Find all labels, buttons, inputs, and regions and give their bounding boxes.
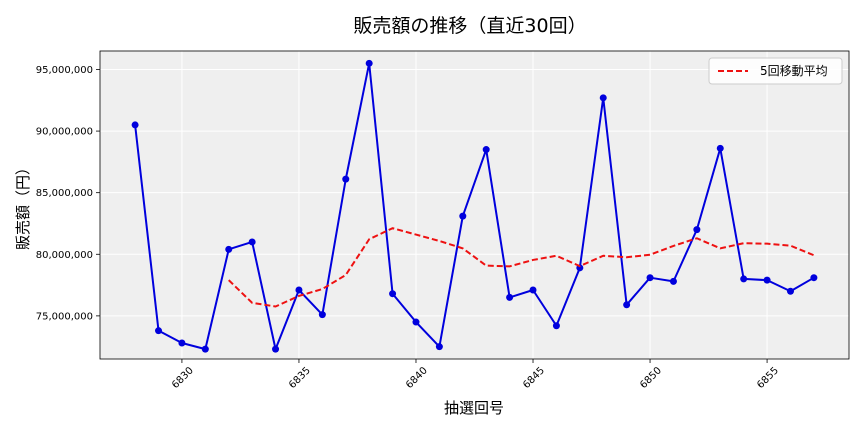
sales-point: [810, 274, 818, 282]
x-tick-label: 6855: [755, 365, 781, 391]
sales-point: [459, 212, 467, 220]
sales-point: [693, 226, 701, 234]
legend-label-moving-average: 5回移動平均: [760, 64, 828, 78]
chart-title: 販売額の推移（直近30回）: [353, 15, 586, 37]
x-tick-label: 6835: [287, 365, 313, 391]
y-tick-label: 85,000,000: [36, 188, 93, 199]
y-tick-label: 90,000,000: [36, 127, 93, 138]
y-tick-label: 95,000,000: [36, 65, 93, 76]
legend-box: [708, 57, 843, 85]
sales-point: [552, 322, 560, 330]
sales-point: [623, 301, 631, 309]
sales-point: [599, 94, 607, 102]
series-layer: [131, 59, 818, 353]
sales-point: [201, 345, 209, 353]
sales-point: [786, 287, 794, 295]
plot-area: [100, 51, 849, 359]
sales-point: [412, 318, 420, 326]
y-axis-title: 販売額（円）: [14, 160, 32, 250]
x-tick-label: 6840: [404, 365, 430, 391]
sales-point: [295, 286, 303, 294]
y-tick-label: 75,000,000: [36, 311, 93, 322]
sales-point: [178, 339, 186, 347]
sales-point: [131, 121, 139, 129]
y-tick-label: 80,000,000: [36, 250, 93, 261]
sales-point: [225, 245, 233, 253]
sales-point: [272, 345, 280, 353]
sales-point: [740, 275, 748, 283]
sales-point: [763, 276, 771, 284]
sales-point: [365, 59, 373, 67]
sales-point: [529, 286, 537, 294]
legend: 5回移動平均: [708, 57, 843, 85]
sales-point: [389, 290, 397, 298]
sales-point: [342, 175, 350, 183]
x-tick-label: 6850: [638, 365, 664, 391]
x-tick-label: 6830: [170, 365, 196, 391]
x-tick-label: 6845: [521, 365, 547, 391]
sales-point: [318, 311, 326, 319]
plot-frame: [99, 50, 850, 360]
sales-point: [669, 277, 677, 285]
sales-point: [646, 274, 654, 282]
series-line-sales: [134, 62, 815, 351]
sales-point: [506, 293, 514, 301]
sales-point: [248, 238, 256, 246]
x-axis-title: 抽選回号: [444, 399, 504, 417]
sales-point: [155, 327, 163, 335]
grid-layer: [100, 51, 849, 359]
sales-point: [716, 144, 724, 152]
sales-point: [435, 343, 443, 351]
sales-point: [482, 146, 490, 154]
series-line-moving-average: [228, 227, 815, 308]
